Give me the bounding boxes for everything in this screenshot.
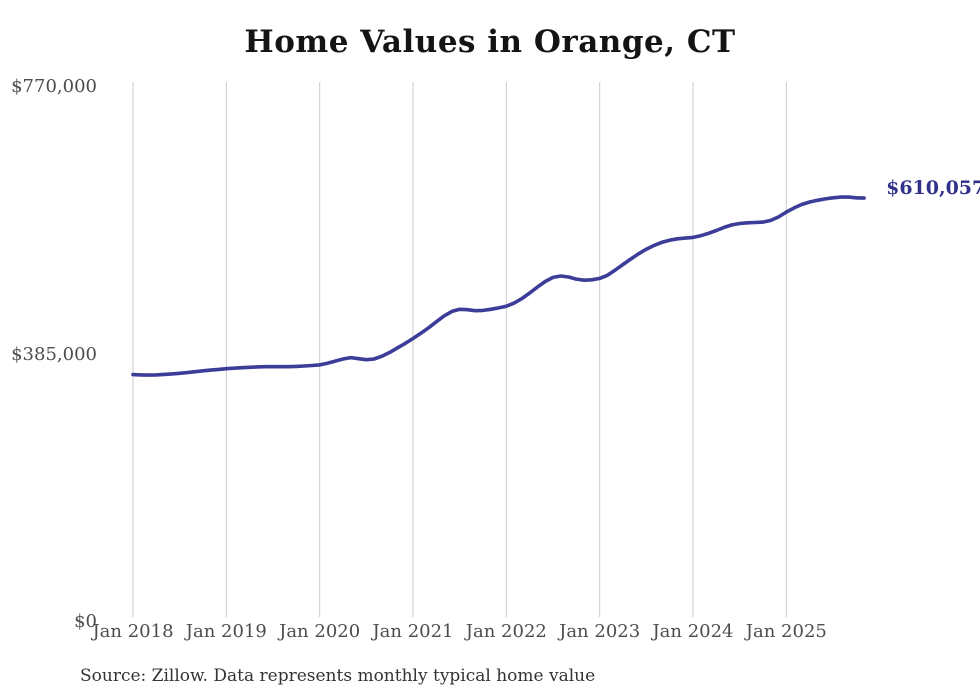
x-axis-label: Jan 2021: [372, 621, 454, 642]
y-axis-label: $385,000: [11, 343, 97, 365]
x-axis-label: Jan 2019: [185, 621, 267, 642]
home-value-series-line: [131, 195, 866, 377]
source-note: Source: Zillow. Data represents monthly …: [80, 666, 596, 686]
x-axis-label: Jan 2020: [279, 621, 361, 642]
x-axis-label: Jan 2025: [745, 621, 827, 642]
x-axis-label: Jan 2023: [559, 621, 641, 642]
chart-title: Home Values in Orange, CT: [244, 24, 736, 60]
y-axis-label: $0: [74, 611, 97, 632]
y-axis-label: $770,000: [11, 76, 97, 97]
x-axis-label: Jan 2022: [465, 621, 547, 642]
x-axis-label: Jan 2018: [92, 621, 174, 642]
x-axis-label: Jan 2024: [652, 621, 734, 642]
latest-value-label: $610,057: [886, 177, 980, 200]
